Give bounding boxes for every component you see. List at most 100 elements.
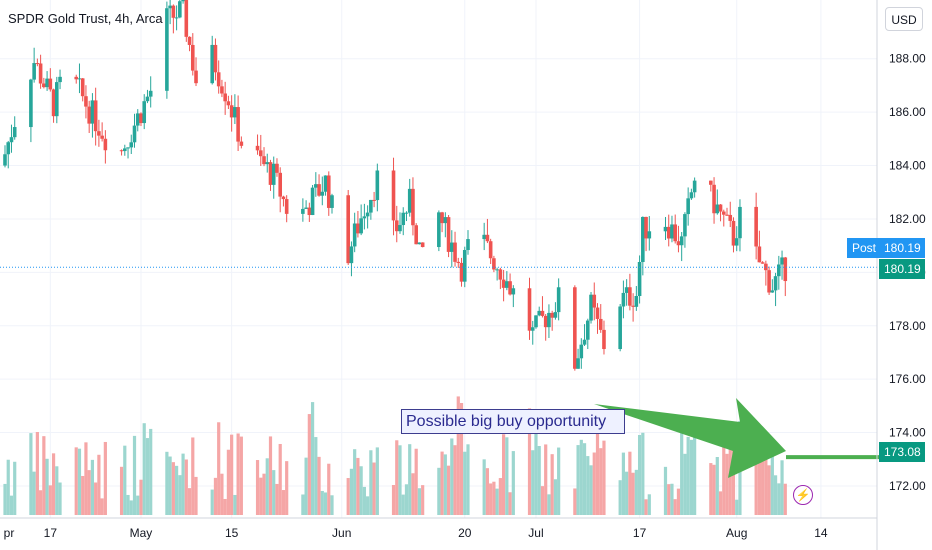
- volume-bar: [13, 461, 17, 515]
- candle-body: [74, 76, 79, 80]
- candle-body: [281, 196, 286, 200]
- candle-body: [301, 208, 305, 214]
- volume-bar: [330, 495, 334, 515]
- volume-bar: [693, 425, 697, 515]
- candle-body: [780, 257, 784, 265]
- volume-bar: [411, 473, 415, 515]
- candle-body: [573, 287, 577, 369]
- candle-body: [624, 287, 629, 293]
- volume-bar: [210, 489, 214, 515]
- volume-bar: [323, 492, 328, 515]
- volume-bar: [683, 453, 687, 515]
- volume-bar: [223, 498, 227, 515]
- candle-body: [51, 89, 56, 117]
- candle-body: [391, 170, 396, 221]
- candle-body: [190, 44, 195, 71]
- volume-bar: [278, 443, 282, 515]
- volume-bar: [712, 464, 716, 515]
- candle-body: [556, 287, 561, 313]
- currency-button[interactable]: USD: [885, 7, 923, 31]
- candle-body: [119, 150, 124, 152]
- candle-body: [456, 261, 461, 263]
- volume-bar: [119, 466, 124, 515]
- volume-bar: [637, 434, 642, 515]
- candle-body: [628, 287, 632, 306]
- volume-bar: [285, 461, 289, 515]
- volume-bar: [35, 432, 39, 515]
- annotation-arrow: [594, 398, 879, 478]
- candle-body: [223, 93, 227, 102]
- candle-body: [80, 78, 85, 97]
- candle-body: [631, 305, 635, 307]
- candle-body: [255, 145, 260, 151]
- candle-body: [326, 175, 331, 208]
- volume-bar: [502, 434, 506, 515]
- candle-body: [9, 137, 14, 143]
- candle-body: [38, 63, 43, 84]
- volume-bar: [586, 456, 590, 515]
- candle-body: [310, 187, 315, 216]
- candle-body: [540, 310, 545, 316]
- volume-bar: [259, 477, 263, 515]
- candle-body: [676, 241, 681, 246]
- volume-bar: [90, 459, 95, 515]
- candle-body: [132, 125, 137, 143]
- symbol-title[interactable]: SPDR Gold Trust, 4h, Arca: [6, 11, 165, 26]
- candle-body: [589, 294, 593, 321]
- candle-body: [268, 162, 273, 185]
- candle-body: [686, 198, 690, 215]
- candle-body: [97, 131, 101, 136]
- candle-body: [284, 199, 289, 214]
- volume-bar: [178, 475, 182, 515]
- volume-bar: [670, 483, 674, 515]
- candle-body: [90, 100, 95, 124]
- volume-bar: [77, 448, 82, 515]
- candle-body: [178, 1, 182, 18]
- candle-body: [547, 312, 551, 328]
- candle-body: [783, 257, 788, 282]
- volume-bar: [327, 463, 331, 515]
- candle-body: [770, 290, 775, 293]
- volume-bar: [547, 494, 551, 515]
- time-axis[interactable]: pr 17 May 15 Jun 20 Jul 17 Aug 14: [4, 526, 828, 540]
- volume-bar: [139, 479, 143, 515]
- candle-body: [579, 344, 584, 359]
- volume-bar: [537, 445, 541, 515]
- lightning-icon[interactable]: ⚡: [793, 485, 813, 505]
- volume-bar: [450, 438, 454, 515]
- candle-body: [725, 214, 729, 216]
- y-tick-label: 186.00: [889, 105, 926, 119]
- annotation-textbox[interactable]: Possible big buy opportunity: [401, 409, 625, 434]
- candle-body: [537, 310, 542, 316]
- volume-bar: [39, 490, 43, 515]
- candle-body: [210, 44, 215, 84]
- volume-bar: [217, 422, 221, 515]
- candle-body: [634, 295, 639, 307]
- candle-body: [760, 262, 765, 264]
- candle-body: [275, 163, 279, 173]
- candle-body: [369, 199, 373, 213]
- volume-bar: [353, 449, 357, 515]
- volume-bar: [492, 481, 496, 515]
- volume-bar: [767, 465, 771, 515]
- candle-body: [692, 180, 697, 193]
- candle-body: [323, 175, 328, 192]
- volume-bar: [239, 436, 243, 515]
- candle-body: [174, 17, 179, 19]
- volume-bar: [618, 480, 622, 515]
- candle-body: [459, 262, 464, 282]
- candle-body: [407, 188, 412, 213]
- candle-body: [498, 269, 503, 280]
- candle-body: [641, 216, 645, 262]
- volume-bar: [508, 492, 512, 515]
- volume-bar: [29, 433, 33, 515]
- candle-body: [168, 5, 172, 9]
- candle-body: [543, 315, 548, 328]
- volume-bar: [453, 445, 457, 515]
- x-tick-label: 15: [225, 526, 239, 540]
- volume-bar: [320, 490, 324, 515]
- candle-body: [508, 281, 512, 295]
- candle-body: [346, 195, 350, 264]
- volume-bar: [191, 437, 195, 515]
